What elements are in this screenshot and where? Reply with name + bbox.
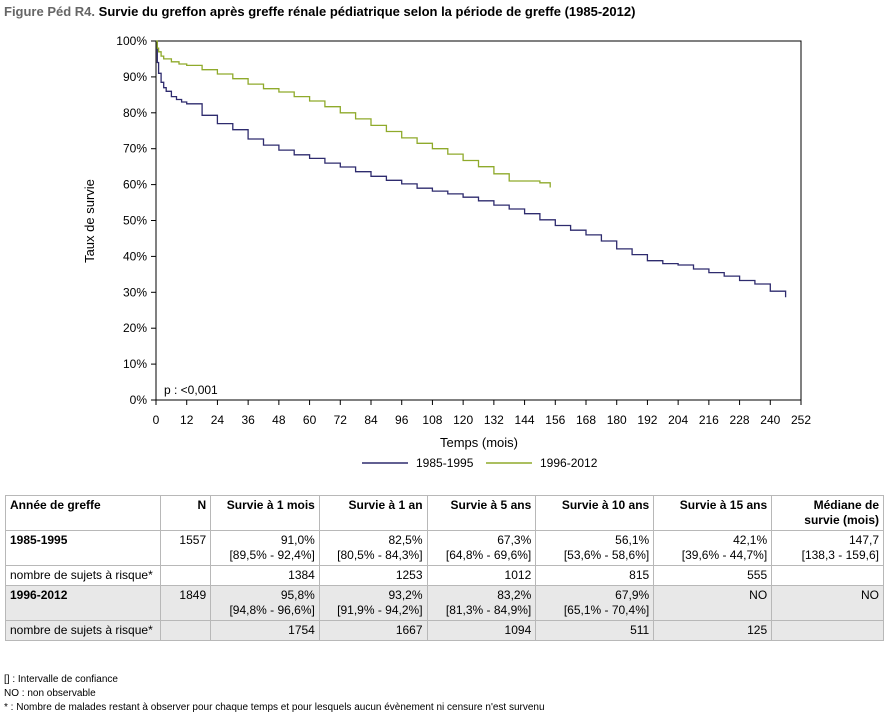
series-lines: [156, 40, 787, 298]
y-tick-label: 30%: [123, 285, 147, 299]
x-tick-label: 240: [760, 413, 780, 427]
table-row: 1985-1995 1557 91,0% [89,5% - 92,4%] 82,5…: [5, 530, 884, 566]
y-tick-label: 50%: [123, 214, 147, 228]
table-header-row: Année de greffe N Survie à 1 mois Survie…: [5, 495, 884, 531]
x-axis: 0 12 24 36 48 60 72 84 96 108 120 132 144 156 168 180 19…: [153, 400, 811, 427]
header-cell: Survie à 1 an: [318, 495, 428, 531]
x-tick-label: 132: [484, 413, 504, 427]
x-tick-label: 204: [668, 413, 688, 427]
x-tick-label: 180: [607, 413, 627, 427]
at-risk-cell: 125: [653, 620, 773, 641]
footnote: [] : Intervalle de confiance: [4, 674, 118, 685]
legend-label: 1996-2012: [540, 456, 598, 470]
n-cell: 1849: [159, 585, 212, 621]
at-risk-label: nombre de sujets à risque*: [5, 565, 161, 586]
header-cell: N: [159, 495, 212, 531]
x-tick-label: 108: [422, 413, 442, 427]
x-tick-label: 120: [453, 413, 473, 427]
empty-cell: [159, 620, 212, 641]
legend-label: 1985-1995: [416, 456, 474, 470]
value-cell: NO: [771, 585, 884, 621]
plot-frame: [155, 40, 802, 401]
value-cell: NO: [653, 585, 773, 621]
n-cell: 1557: [159, 530, 212, 566]
series-line-1: [156, 40, 551, 188]
footnote: * : Nombre de malades restant à observer…: [4, 702, 545, 713]
at-risk-cell: 1012: [426, 565, 537, 586]
footnote: NO : non observable: [4, 688, 96, 699]
x-tick-label: 0: [153, 413, 160, 427]
at-risk-cell: 1384: [210, 565, 320, 586]
y-tick-label: 70%: [123, 142, 147, 156]
header-cell: Survie à 1 mois: [210, 495, 320, 531]
y-axis: 0% 10% 20% 30% 40% 50% 60% 70% 80% 90% 100%: [116, 34, 156, 407]
x-tick-label: 192: [637, 413, 657, 427]
value-cell: 147,7 [138,3 - 159,6]: [771, 530, 884, 566]
table-row-at-risk: nombre de sujets à risque* 1384 1253 101…: [5, 565, 884, 586]
series-line-0: [156, 40, 787, 298]
figure-title-text: Survie du greffon après greffe rénale pé…: [98, 4, 636, 19]
x-tick-label: 72: [334, 413, 348, 427]
header-cell: Année de greffe: [5, 495, 161, 531]
empty-cell: [159, 565, 212, 586]
x-tick-label: 36: [241, 413, 255, 427]
at-risk-cell: [771, 620, 884, 641]
x-tick-label: 144: [515, 413, 535, 427]
y-axis-label: Taux de survie: [82, 179, 97, 263]
at-risk-cell: 1094: [426, 620, 537, 641]
at-risk-label: nombre de sujets à risque*: [5, 620, 161, 641]
x-tick-label: 168: [576, 413, 596, 427]
x-tick-label: 60: [303, 413, 317, 427]
period-cell: 1985-1995: [5, 530, 161, 566]
value-cell: 82,5% [80,5% - 84,3%]: [318, 530, 428, 566]
y-tick-label: 10%: [123, 357, 147, 371]
header-cell: Survie à 10 ans: [535, 495, 655, 531]
y-tick-label: 20%: [123, 321, 147, 335]
value-cell: 42,1% [39,6% - 44,7%]: [653, 530, 773, 566]
x-tick-label: 84: [364, 413, 378, 427]
header-cell: Survie à 5 ans: [426, 495, 537, 531]
value-cell: 56,1% [53,6% - 58,6%]: [535, 530, 655, 566]
legend: 1985-1995 1996-2012: [362, 456, 598, 470]
at-risk-cell: 1253: [318, 565, 428, 586]
table-row-at-risk: nombre de sujets à risque* 1754 1667 109…: [5, 620, 884, 641]
p-value-annotation: p : <0,001: [164, 383, 218, 397]
table-row: 1996-2012 1849 95,8% [94,8% - 96,6%] 93,2…: [5, 585, 884, 621]
value-cell: 93,2% [91,9% - 94,2%]: [318, 585, 428, 621]
x-tick-label: 156: [545, 413, 565, 427]
y-tick-label: 100%: [116, 34, 147, 48]
at-risk-cell: 1667: [318, 620, 428, 641]
value-cell: 91,0% [89,5% - 92,4%]: [210, 530, 320, 566]
y-tick-label: 80%: [123, 106, 147, 120]
x-tick-label: 252: [791, 413, 811, 427]
at-risk-cell: 511: [535, 620, 655, 641]
x-tick-label: 24: [211, 413, 225, 427]
value-cell: 95,8% [94,8% - 96,6%]: [210, 585, 320, 621]
value-cell: 67,9% [65,1% - 70,4%]: [535, 585, 655, 621]
y-tick-label: 60%: [123, 178, 147, 192]
y-tick-label: 40%: [123, 249, 147, 263]
figure-title: Figure Péd R4. Survie du greffon après g…: [4, 4, 635, 19]
value-cell: 83,2% [81,3% - 84,9%]: [426, 585, 537, 621]
survival-chart: 0% 10% 20% 30% 40% 50% 60% 70% 80% 90% 100% 0 12 24 3…: [82, 34, 811, 470]
at-risk-cell: 1754: [210, 620, 320, 641]
y-tick-label: 90%: [123, 70, 147, 84]
x-tick-label: 216: [699, 413, 719, 427]
figure-label: Figure Péd R4.: [4, 4, 96, 19]
x-tick-label: 96: [395, 413, 409, 427]
at-risk-cell: 555: [653, 565, 773, 586]
y-tick-label: 0%: [130, 393, 148, 407]
x-axis-label: Temps (mois): [440, 435, 518, 450]
value-cell: 67,3% [64,8% - 69,6%]: [426, 530, 537, 566]
x-tick-label: 12: [180, 413, 194, 427]
at-risk-cell: [771, 565, 884, 586]
x-tick-label: 48: [272, 413, 286, 427]
survival-table: Année de greffe N Survie à 1 mois Survie…: [5, 495, 884, 641]
at-risk-cell: 815: [535, 565, 655, 586]
period-cell: 1996-2012: [5, 585, 161, 621]
header-cell: Médiane de survie (mois): [771, 495, 884, 531]
footnotes: [] : Intervalle de confiance NO : non ob…: [4, 673, 545, 715]
x-tick-label: 228: [730, 413, 750, 427]
header-cell: Survie à 15 ans: [653, 495, 773, 531]
